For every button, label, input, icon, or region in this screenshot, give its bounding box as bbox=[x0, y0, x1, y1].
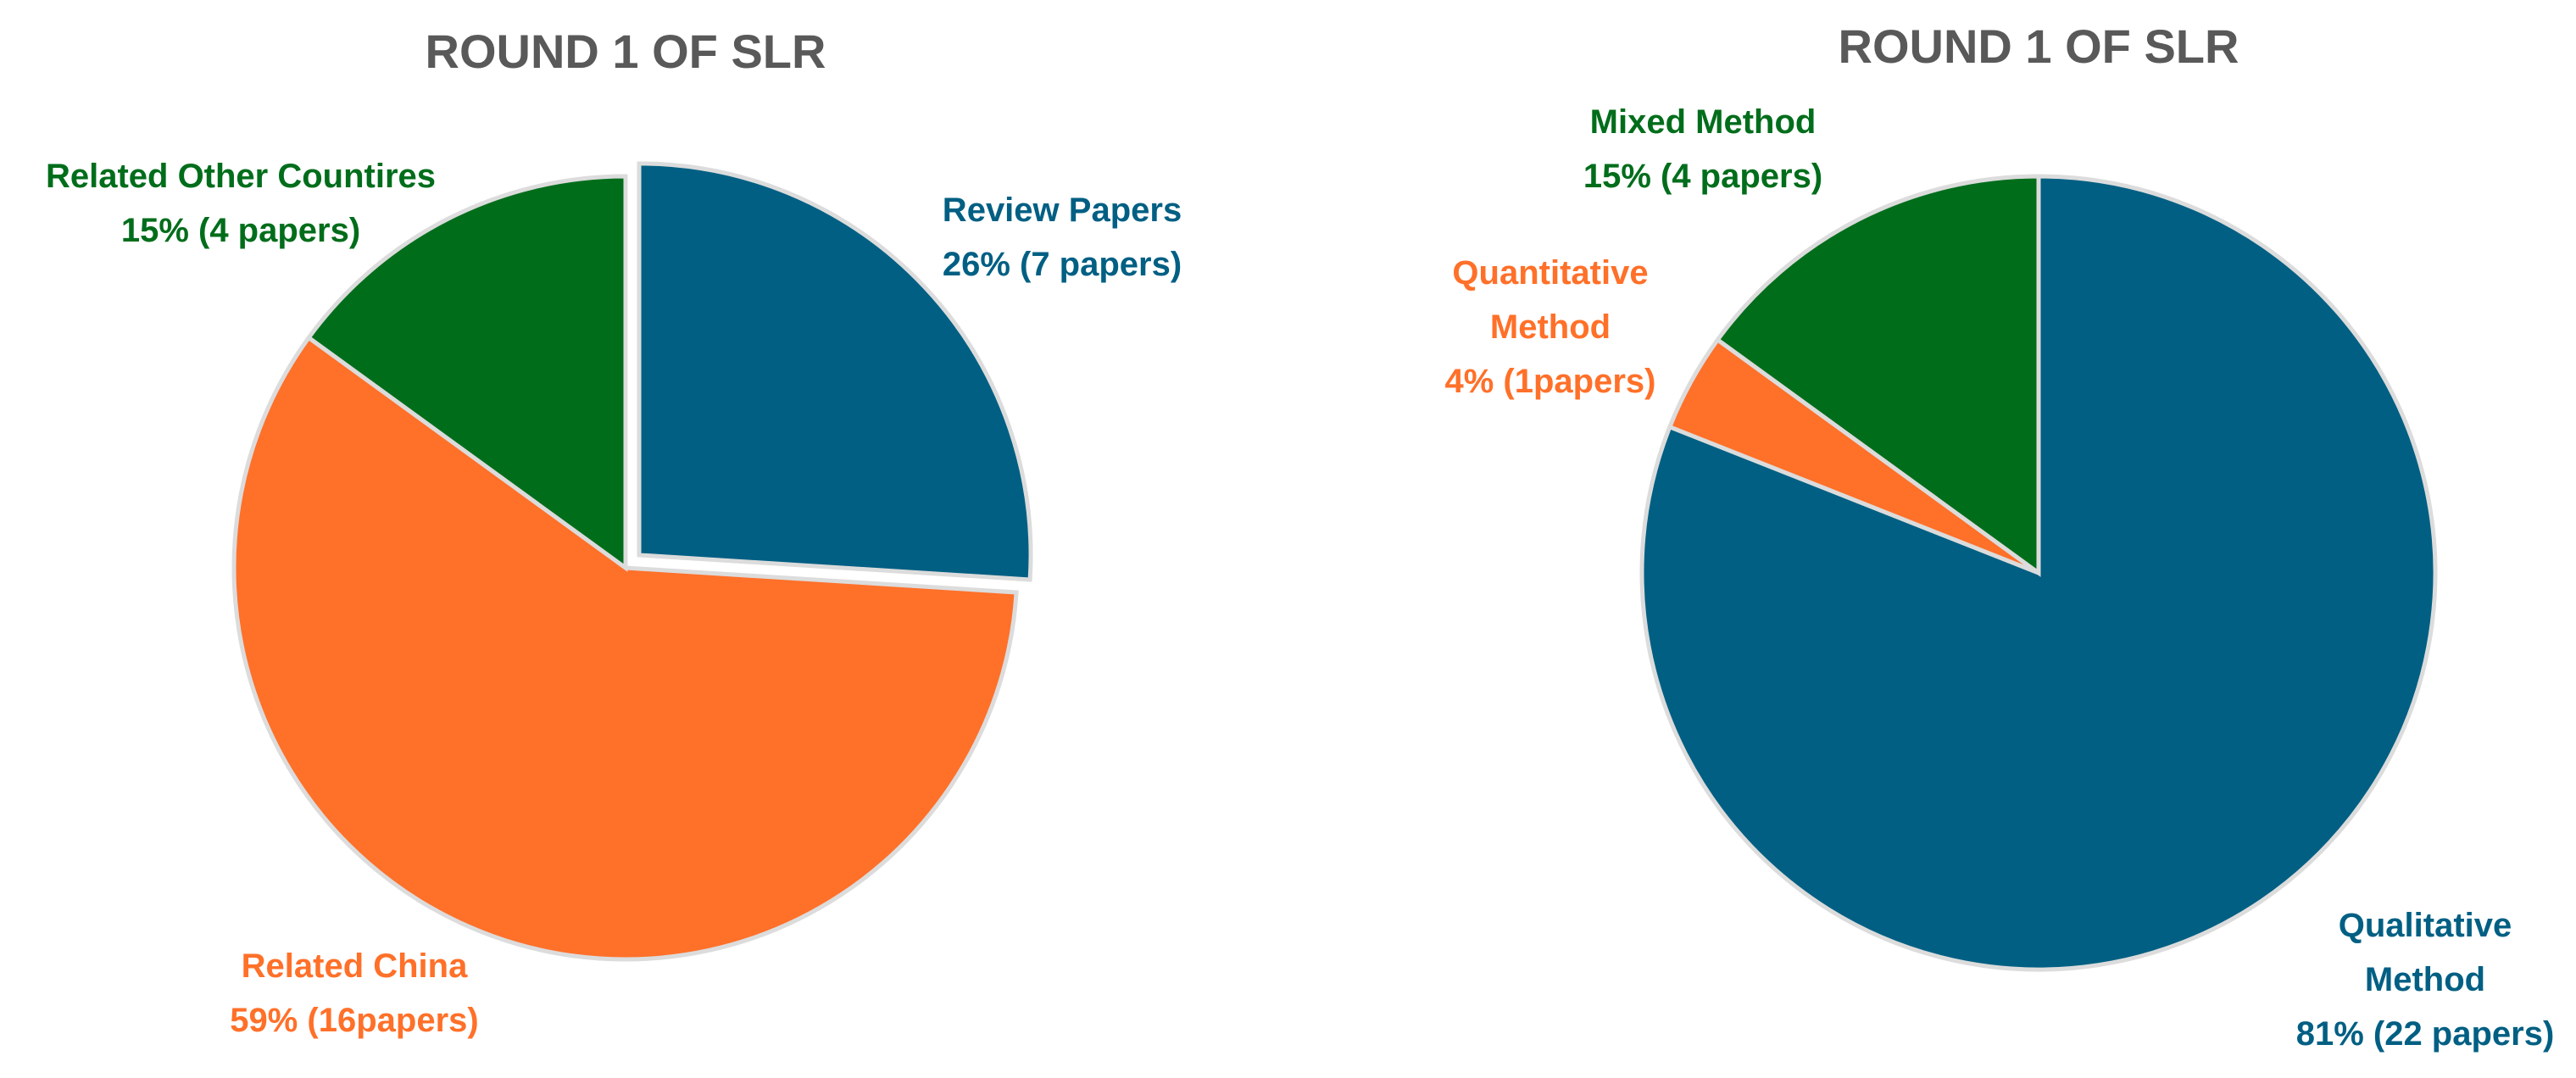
slice-name: Related Other Countires bbox=[45, 158, 437, 195]
chart-title: ROUND 1 OF SLR bbox=[425, 25, 826, 78]
slice-percent: 26% (7 papers) bbox=[942, 246, 1182, 283]
chart-title: ROUND 1 OF SLR bbox=[1838, 19, 2239, 73]
slice-name: Quantitative Method bbox=[1452, 254, 1649, 346]
slice-percent: 15% (4 papers) bbox=[120, 212, 361, 249]
slice-percent: 59% (16papers) bbox=[230, 1002, 479, 1039]
pie-chart-topics: ROUND 1 OF SLR Review Papers 26% (7 pape… bbox=[46, 25, 1182, 1047]
slice-label-mixed-method: Mixed Method 15% (4 papers) bbox=[1583, 95, 1822, 203]
slice-percent: 81% (22 papers) bbox=[2295, 1015, 2555, 1053]
slice-name: Mixed Method bbox=[1589, 103, 1817, 141]
slice-label-quantitative-method: Quantitative Method 4% (1papers) bbox=[1423, 246, 1677, 408]
pie-slice-related-china bbox=[231, 334, 1019, 962]
slice-label-related-china: Related China 59% (16papers) bbox=[230, 939, 478, 1047]
pie-plot-area bbox=[231, 161, 1033, 962]
slice-name: Review Papers bbox=[942, 192, 1182, 229]
slice-label-review-papers: Review Papers 26% (7 papers) bbox=[943, 183, 1182, 292]
slice-label-qualitative-method: Qualitative Method 81% (22 papers) bbox=[2296, 898, 2555, 1061]
pie-slice-mixed-method bbox=[1714, 174, 2041, 577]
slice-percent: 4% (1papers) bbox=[1444, 363, 1656, 400]
pie-slice-review-papers bbox=[637, 161, 1033, 582]
pie-chart-methods: ROUND 1 OF SLR Qualitative Method 81% (2… bbox=[1288, 0, 2576, 1078]
slice-percent: 15% (4 papers) bbox=[1583, 158, 1823, 195]
slice-label-related-other-countires: Related Other Countires 15% (4 papers) bbox=[46, 149, 436, 258]
pie-plot-area bbox=[1639, 174, 2438, 972]
slice-name: Qualitative Method bbox=[2338, 907, 2512, 998]
pie-slice-related-other-countires bbox=[305, 174, 628, 572]
slice-name: Related China bbox=[241, 947, 468, 985]
